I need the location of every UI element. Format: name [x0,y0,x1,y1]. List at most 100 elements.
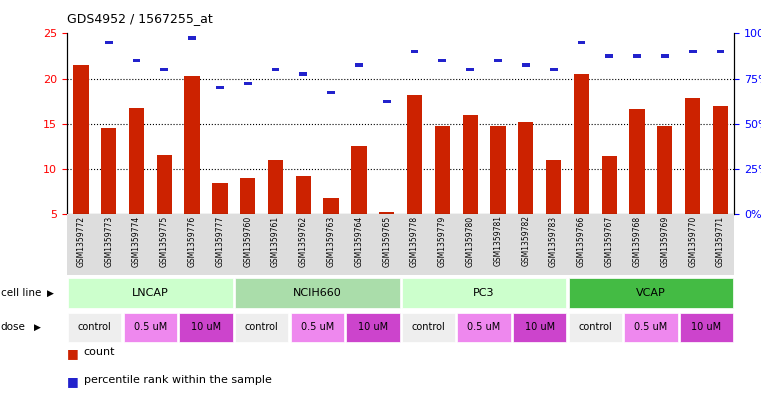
Bar [296,176,311,214]
Text: ■: ■ [67,375,78,388]
Text: GSM1359779: GSM1359779 [438,215,447,267]
Bar [463,115,478,214]
Text: 0.5 uM: 0.5 uM [134,322,167,332]
Text: percentile rank within the sample: percentile rank within the sample [84,375,272,385]
Text: GSM1359766: GSM1359766 [577,215,586,267]
Bar [518,122,533,214]
Bar [68,312,122,342]
Text: ▶: ▶ [47,289,54,298]
Text: 0.5 uM: 0.5 uM [301,322,334,332]
Text: control: control [412,322,445,332]
Bar [407,95,422,214]
Bar [713,106,728,214]
Text: GSM1359771: GSM1359771 [716,215,725,266]
Bar [161,68,168,71]
Bar [235,312,288,342]
Text: GSM1359781: GSM1359781 [493,215,502,266]
Bar [494,59,502,62]
Text: GSM1359768: GSM1359768 [632,215,642,266]
Text: GSM1359763: GSM1359763 [326,215,336,267]
Text: GSM1359775: GSM1359775 [160,215,169,267]
Text: GSM1359774: GSM1359774 [132,215,141,267]
Bar [522,63,530,67]
Bar [101,128,116,214]
Bar [188,36,196,40]
Text: control: control [78,322,112,332]
Text: ▶: ▶ [33,323,40,332]
Text: PC3: PC3 [473,288,495,298]
Text: GSM1359767: GSM1359767 [605,215,613,267]
Bar [624,312,677,342]
Bar [685,99,700,214]
Text: 10 uM: 10 uM [692,322,721,332]
Text: 10 uM: 10 uM [524,322,555,332]
Text: 10 uM: 10 uM [191,322,221,332]
Bar [216,86,224,89]
Text: GSM1359761: GSM1359761 [271,215,280,266]
Text: GSM1359777: GSM1359777 [215,215,224,267]
Bar [124,312,177,342]
Bar [68,278,233,308]
Text: GSM1359782: GSM1359782 [521,215,530,266]
Bar [272,68,279,71]
Bar [546,160,562,214]
Text: LNCAP: LNCAP [132,288,169,298]
Text: GSM1359780: GSM1359780 [466,215,475,266]
Bar [661,54,669,58]
Bar [73,65,88,214]
Text: GSM1359765: GSM1359765 [382,215,391,267]
Bar [402,312,455,342]
Bar [77,23,84,26]
Text: GSM1359783: GSM1359783 [549,215,558,266]
Text: 10 uM: 10 uM [358,322,388,332]
Bar [235,278,400,308]
Bar [435,126,450,214]
Bar [105,41,113,44]
Bar [578,41,585,44]
Bar [629,109,645,214]
Bar [323,198,339,214]
Bar [411,50,419,53]
Bar [157,155,172,214]
Bar [129,108,144,214]
Text: NCIH660: NCIH660 [293,288,342,298]
Text: control: control [578,322,612,332]
Bar [549,68,558,71]
Bar [574,74,589,214]
Bar [132,59,140,62]
Bar [605,54,613,58]
Bar [355,63,363,67]
Bar [180,312,233,342]
Bar [184,76,199,214]
Bar [490,126,505,214]
Text: 0.5 uM: 0.5 uM [635,322,667,332]
Bar [212,182,228,214]
Bar [299,72,307,76]
Text: count: count [84,347,115,357]
Text: GSM1359770: GSM1359770 [688,215,697,267]
Bar [268,160,283,214]
Text: GSM1359764: GSM1359764 [355,215,364,267]
Bar [244,81,252,85]
Bar [327,90,335,94]
Bar [633,54,641,58]
Bar [352,146,367,214]
Bar [346,312,400,342]
Bar [680,312,734,342]
Text: control: control [245,322,279,332]
Bar [240,178,256,214]
Bar [689,50,696,53]
Text: GSM1359760: GSM1359760 [244,215,252,267]
Bar [513,312,566,342]
Bar [438,59,446,62]
Text: ■: ■ [67,347,78,360]
Bar [291,312,344,342]
Bar [402,278,566,308]
Bar [658,126,673,214]
Text: VCAP: VCAP [636,288,666,298]
Bar [568,278,734,308]
Bar [466,68,474,71]
Bar [383,99,390,103]
Text: GSM1359769: GSM1359769 [661,215,670,267]
Text: cell line: cell line [1,288,41,298]
